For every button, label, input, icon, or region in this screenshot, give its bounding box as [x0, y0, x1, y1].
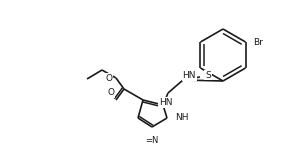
Text: HN: HN [159, 98, 173, 107]
Text: HN: HN [183, 71, 196, 80]
Text: Br: Br [253, 37, 264, 47]
Text: =N: =N [145, 136, 159, 145]
Text: S: S [205, 71, 211, 80]
Text: O: O [105, 73, 112, 83]
Text: NH: NH [175, 113, 189, 123]
Text: O: O [107, 88, 114, 97]
